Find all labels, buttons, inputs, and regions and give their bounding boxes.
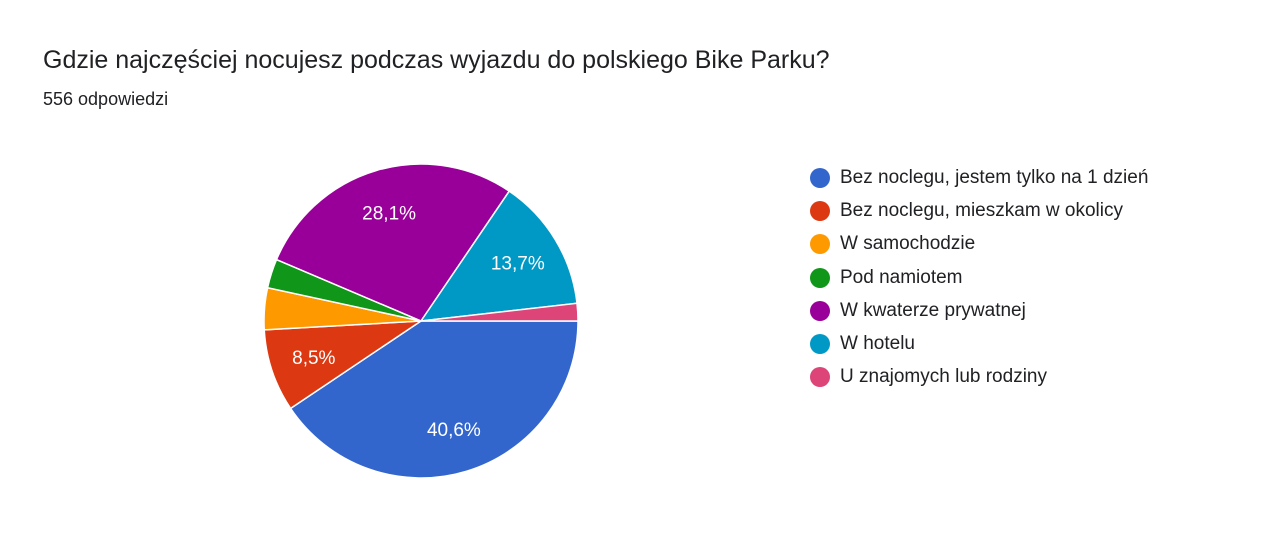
pie-slice — [419, 190, 578, 322]
legend-item: U znajomych lub rodziny — [810, 361, 1148, 394]
legend-item: W hotelu — [810, 327, 1148, 360]
slice-label: 13,7% — [491, 254, 545, 275]
legend-item: W samochodzie — [810, 228, 1148, 261]
legend-label: W hotelu — [840, 333, 915, 355]
legend-swatch — [810, 267, 830, 288]
pie-slice — [289, 320, 579, 479]
legend-label: W kwaterze prywatnej — [840, 299, 1026, 321]
chart-title: Gdzie najczęściej nocujesz podczas wyjaz… — [43, 46, 830, 74]
legend-label: Bez noclegu, jestem tylko na 1 dzień — [840, 166, 1149, 188]
pie-slice — [275, 163, 511, 322]
legend-label: U znajomych lub rodziny — [840, 366, 1047, 388]
legend-swatch — [810, 367, 830, 388]
legend-swatch — [810, 300, 830, 321]
chart-legend: Bez noclegu, jestem tylko na 1 dzień Bez … — [810, 161, 1148, 394]
slice-label: 8,5% — [292, 348, 335, 369]
legend-item: W kwaterze prywatnej — [810, 294, 1148, 327]
legend-label: Bez noclegu, mieszkam w okolicy — [840, 199, 1123, 221]
pie-slice — [263, 320, 424, 410]
response-count: 556 odpowiedzi — [43, 89, 169, 109]
legend-swatch — [810, 200, 830, 221]
legend-label: Pod namiotem — [840, 266, 963, 288]
legend-swatch — [810, 167, 830, 188]
legend-swatch — [810, 334, 830, 355]
slice-label: 40,6% — [427, 420, 481, 441]
legend-swatch — [810, 234, 830, 255]
pie-slice — [420, 302, 579, 322]
slice-label: 28,1% — [362, 204, 416, 225]
legend-item: Bez noclegu, mieszkam w okolicy — [810, 194, 1148, 227]
legend-item: Bez noclegu, jestem tylko na 1 dzień — [810, 161, 1148, 194]
legend-item: Pod namiotem — [810, 261, 1148, 294]
legend-label: W samochodzie — [840, 233, 976, 255]
